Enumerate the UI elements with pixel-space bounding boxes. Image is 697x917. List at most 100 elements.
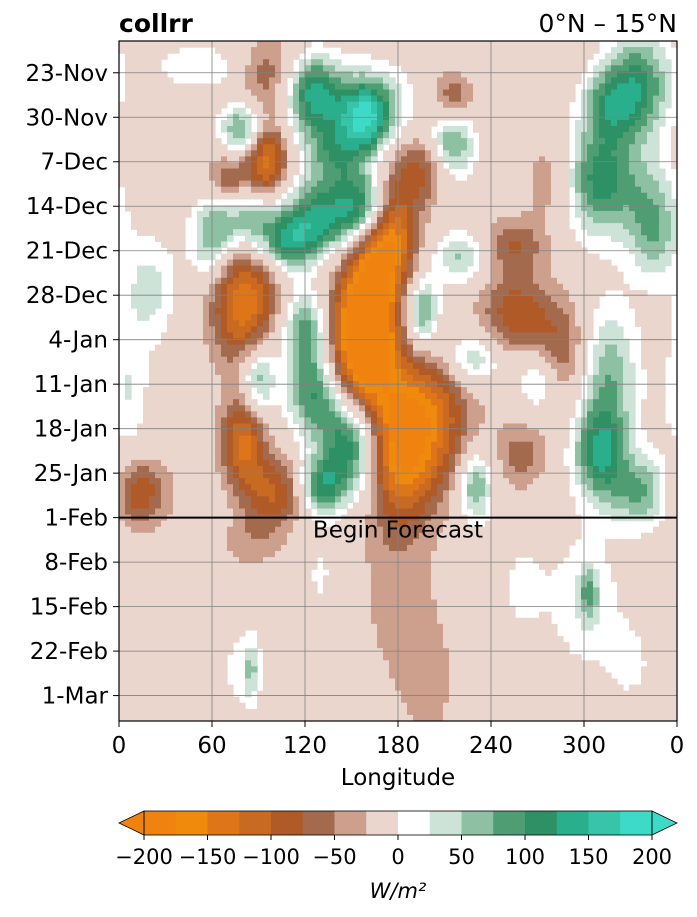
contour-cell <box>251 229 258 236</box>
contour-cell <box>473 47 480 54</box>
contour-cell <box>299 126 306 133</box>
contour-cell <box>467 350 474 358</box>
contour-cell <box>593 217 600 224</box>
contour-cell <box>479 192 486 200</box>
contour-cell <box>287 259 294 267</box>
contour-cell <box>491 144 498 151</box>
contour-cell <box>557 320 564 327</box>
contour-cell <box>413 271 420 279</box>
contour-cell <box>239 132 246 139</box>
contour-cell <box>335 283 342 291</box>
contour-cell <box>203 393 210 400</box>
contour-cell <box>449 314 456 321</box>
contour-cell <box>341 387 348 394</box>
contour-cell <box>335 374 342 382</box>
contour-cell <box>185 95 192 103</box>
contour-cell <box>515 186 522 194</box>
contour-cell <box>149 411 156 419</box>
contour-cell <box>569 350 576 358</box>
contour-cell <box>335 77 342 85</box>
contour-cell <box>317 223 324 230</box>
contour-cell <box>347 77 354 85</box>
contour-cell <box>419 144 426 151</box>
contour-cell <box>341 399 348 406</box>
contour-cell <box>587 223 594 230</box>
contour-cell <box>359 168 366 176</box>
contour-cell <box>425 198 432 206</box>
contour-cell <box>449 265 456 273</box>
contour-cell <box>179 235 186 242</box>
contour-cell <box>293 83 300 91</box>
contour-cell <box>401 296 408 303</box>
contour-cell <box>383 314 390 321</box>
contour-cell <box>515 95 522 103</box>
contour-cell <box>155 223 162 230</box>
contour-cell <box>167 211 174 218</box>
contour-cell <box>203 204 210 212</box>
contour-cell <box>407 344 414 352</box>
contour-cell <box>497 241 504 249</box>
contour-cell <box>497 259 504 267</box>
contour-cell <box>605 229 612 236</box>
contour-cell <box>491 150 498 157</box>
contour-cell <box>503 53 510 60</box>
contour-cell <box>383 344 390 352</box>
contour-cell <box>545 204 552 212</box>
contour-cell <box>161 101 168 109</box>
contour-cell <box>275 144 282 151</box>
contour-cell <box>143 53 150 60</box>
contour-cell <box>509 338 516 346</box>
contour-cell <box>635 253 642 261</box>
contour-cell <box>647 362 654 370</box>
contour-cell <box>245 393 252 400</box>
contour-cell <box>437 53 444 60</box>
contour-cell <box>293 344 300 352</box>
contour-cell <box>545 399 552 406</box>
contour-cell <box>539 217 546 224</box>
contour-cell <box>467 53 474 60</box>
contour-cell <box>377 119 384 127</box>
contour-cell <box>617 95 624 103</box>
contour-cell <box>173 362 180 370</box>
contour-cell <box>569 387 576 394</box>
contour-cell <box>653 211 660 218</box>
contour-cell <box>659 95 666 103</box>
contour-cell <box>611 132 618 139</box>
contour-cell <box>509 302 516 309</box>
contour-cell <box>353 344 360 352</box>
contour-cell <box>221 223 228 230</box>
contour-cell <box>659 338 666 346</box>
contour-cell <box>143 83 150 91</box>
contour-cell <box>389 168 396 176</box>
contour-cell <box>605 217 612 224</box>
contour-cell <box>305 150 312 157</box>
contour-cell <box>431 162 438 170</box>
contour-cell <box>431 302 438 309</box>
contour-cell <box>557 350 564 358</box>
contour-cell <box>185 101 192 109</box>
contour-cell <box>245 162 252 170</box>
contour-cell <box>425 217 432 224</box>
contour-cell <box>179 283 186 291</box>
contour-cell <box>497 138 504 145</box>
contour-cell <box>263 77 270 85</box>
contour-cell <box>137 204 144 212</box>
contour-cell <box>431 89 438 97</box>
contour-cell <box>461 162 468 170</box>
contour-cell <box>191 289 198 297</box>
contour-cell <box>605 89 612 97</box>
contour-cell <box>173 387 180 394</box>
contour-cell <box>203 277 210 285</box>
contour-cell <box>503 344 510 352</box>
contour-cell <box>665 95 672 103</box>
contour-cell <box>527 77 534 85</box>
contour-cell <box>647 235 654 242</box>
contour-cell <box>341 77 348 85</box>
contour-cell <box>197 314 204 321</box>
contour-cell <box>563 119 570 127</box>
contour-cell <box>203 356 210 364</box>
contour-cell <box>455 320 462 327</box>
contour-cell <box>185 326 192 334</box>
contour-cell <box>563 101 570 109</box>
contour-field <box>119 41 677 721</box>
